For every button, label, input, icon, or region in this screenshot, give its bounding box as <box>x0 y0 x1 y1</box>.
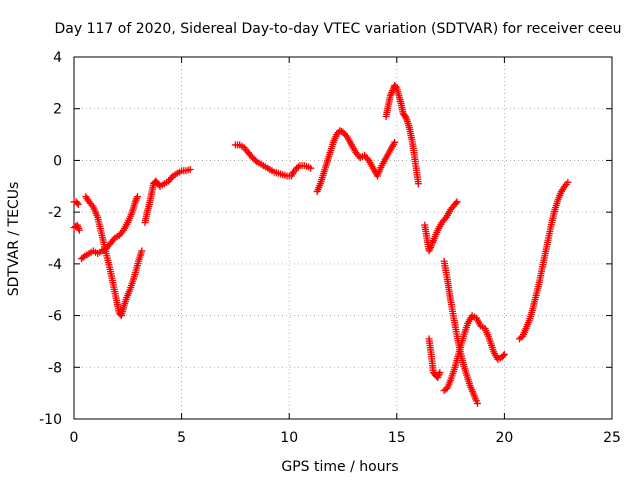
data-point <box>75 226 83 234</box>
data-series-arc <box>421 198 461 255</box>
data-series-arc <box>515 178 572 343</box>
data-point <box>474 399 481 407</box>
data-series-arc <box>78 193 141 263</box>
data-point <box>499 352 507 360</box>
chart-title: Day 117 of 2020, Sidereal Day-to-day VTE… <box>54 21 621 37</box>
data-point <box>452 199 460 207</box>
data-point <box>453 198 461 206</box>
x-tick-label: 0 <box>70 430 79 446</box>
y-tick-label: 2 <box>53 102 62 118</box>
data-point <box>392 83 400 91</box>
y-tick-label: -4 <box>48 257 62 273</box>
grid-lines <box>74 57 612 419</box>
x-tick-label: 5 <box>177 430 186 446</box>
data-series-arc <box>70 198 82 208</box>
data-series-arc <box>141 165 194 226</box>
x-tick-label: 25 <box>603 430 621 446</box>
data-point <box>564 178 572 186</box>
y-tick-label: 0 <box>53 153 62 169</box>
data-series-arc <box>425 335 444 382</box>
data-series-arc <box>440 257 481 407</box>
data-series-arc <box>82 193 146 320</box>
axis-ticks: 0 5 10 15 20 25 -10 -8 -6 -4 -2 0 2 4 <box>39 50 621 446</box>
x-tick-label: 10 <box>280 430 298 446</box>
data-point <box>294 163 302 171</box>
x-axis-label: GPS time / hours <box>281 459 398 475</box>
data-point <box>414 180 422 188</box>
y-tick-label: -6 <box>48 309 62 325</box>
data-point <box>73 199 81 207</box>
plot-frame <box>73 56 613 420</box>
data-point <box>74 200 82 208</box>
data-point <box>138 247 146 255</box>
y-tick-label: -8 <box>48 360 62 376</box>
data-series-arc <box>231 141 315 180</box>
data-point <box>251 156 259 164</box>
y-tick-label: -10 <box>39 412 62 428</box>
data-point <box>391 138 399 146</box>
data-point <box>500 350 508 358</box>
data-series-arc <box>440 312 508 395</box>
data-point <box>186 165 194 173</box>
y-tick-label: -2 <box>48 205 62 221</box>
data-point <box>436 368 444 376</box>
data-series-arc <box>382 81 422 188</box>
y-tick-label: 4 <box>53 50 62 66</box>
data-point <box>133 193 141 201</box>
x-tick-label: 15 <box>388 430 406 446</box>
data-point <box>307 164 315 172</box>
data-points <box>70 81 572 407</box>
data-series-arc <box>313 127 399 195</box>
x-tick-label: 20 <box>495 430 513 446</box>
data-point <box>79 253 87 261</box>
y-axis-label: SDTVAR / TECUs <box>6 182 22 297</box>
data-series-arc <box>70 221 83 234</box>
